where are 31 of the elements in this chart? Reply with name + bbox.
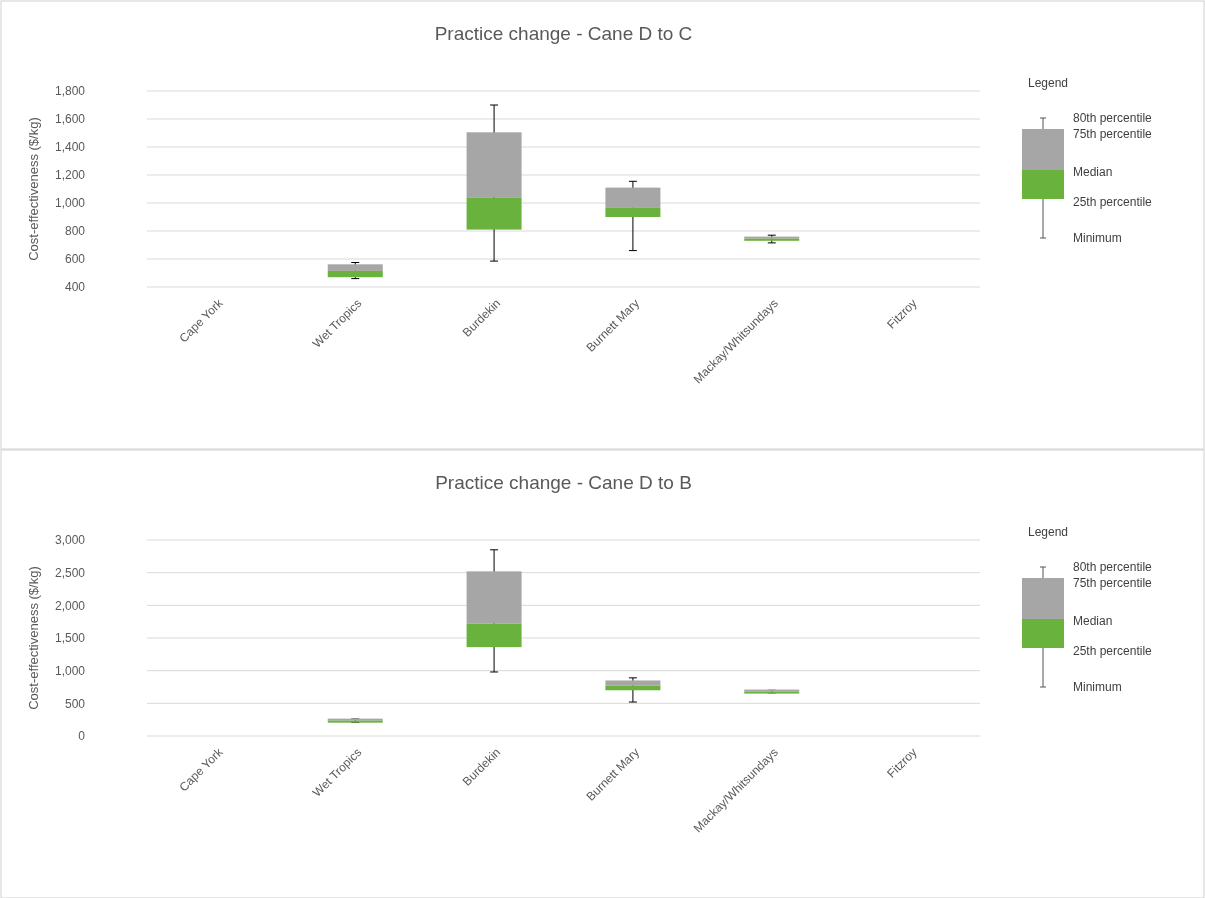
y-tick-label: 1,800 <box>54 84 86 99</box>
y-tick-label: 600 <box>64 252 86 267</box>
y-axis-title: Cost-effectiveness ($/kg) <box>26 117 41 261</box>
text: Median <box>1073 165 1113 180</box>
y-tick-label: 800 <box>64 224 86 239</box>
text: Median <box>1073 614 1113 629</box>
y-tick-label: 500 <box>64 696 86 711</box>
text: 80th percentile <box>1073 111 1153 126</box>
y-tick-label: 1,000 <box>54 663 86 678</box>
y-tick-label: 1,400 <box>54 140 86 155</box>
y-tick-label: 1,500 <box>54 631 86 646</box>
y-tick-label: 1,600 <box>54 112 86 127</box>
text: Minimum <box>1073 231 1122 246</box>
y-axis-title: Cost-effectiveness ($/kg) <box>26 566 41 710</box>
y-tick-label: 1,200 <box>54 168 86 183</box>
text: 25th percentile <box>1073 644 1153 659</box>
y-tick-label: 400 <box>64 280 86 295</box>
text: 80th percentile <box>1073 560 1153 575</box>
text: 75th percentile <box>1073 127 1153 142</box>
legend-title: Legend <box>1028 76 1069 90</box>
text: 25th percentile <box>1073 195 1153 210</box>
y-tick-label: 2,500 <box>54 565 86 580</box>
legend-title: Legend <box>1028 525 1069 539</box>
y-tick-label: 1,000 <box>54 196 86 211</box>
chart-title: Practice change - Cane D to C <box>434 23 693 44</box>
y-tick-label: 2,000 <box>54 598 86 613</box>
y-tick-label: 3,000 <box>54 533 86 548</box>
text: Minimum <box>1073 680 1122 695</box>
y-tick-label: 0 <box>78 729 86 744</box>
chart-title: Practice change - Cane D to B <box>435 472 692 493</box>
text: 75th percentile <box>1073 576 1153 591</box>
